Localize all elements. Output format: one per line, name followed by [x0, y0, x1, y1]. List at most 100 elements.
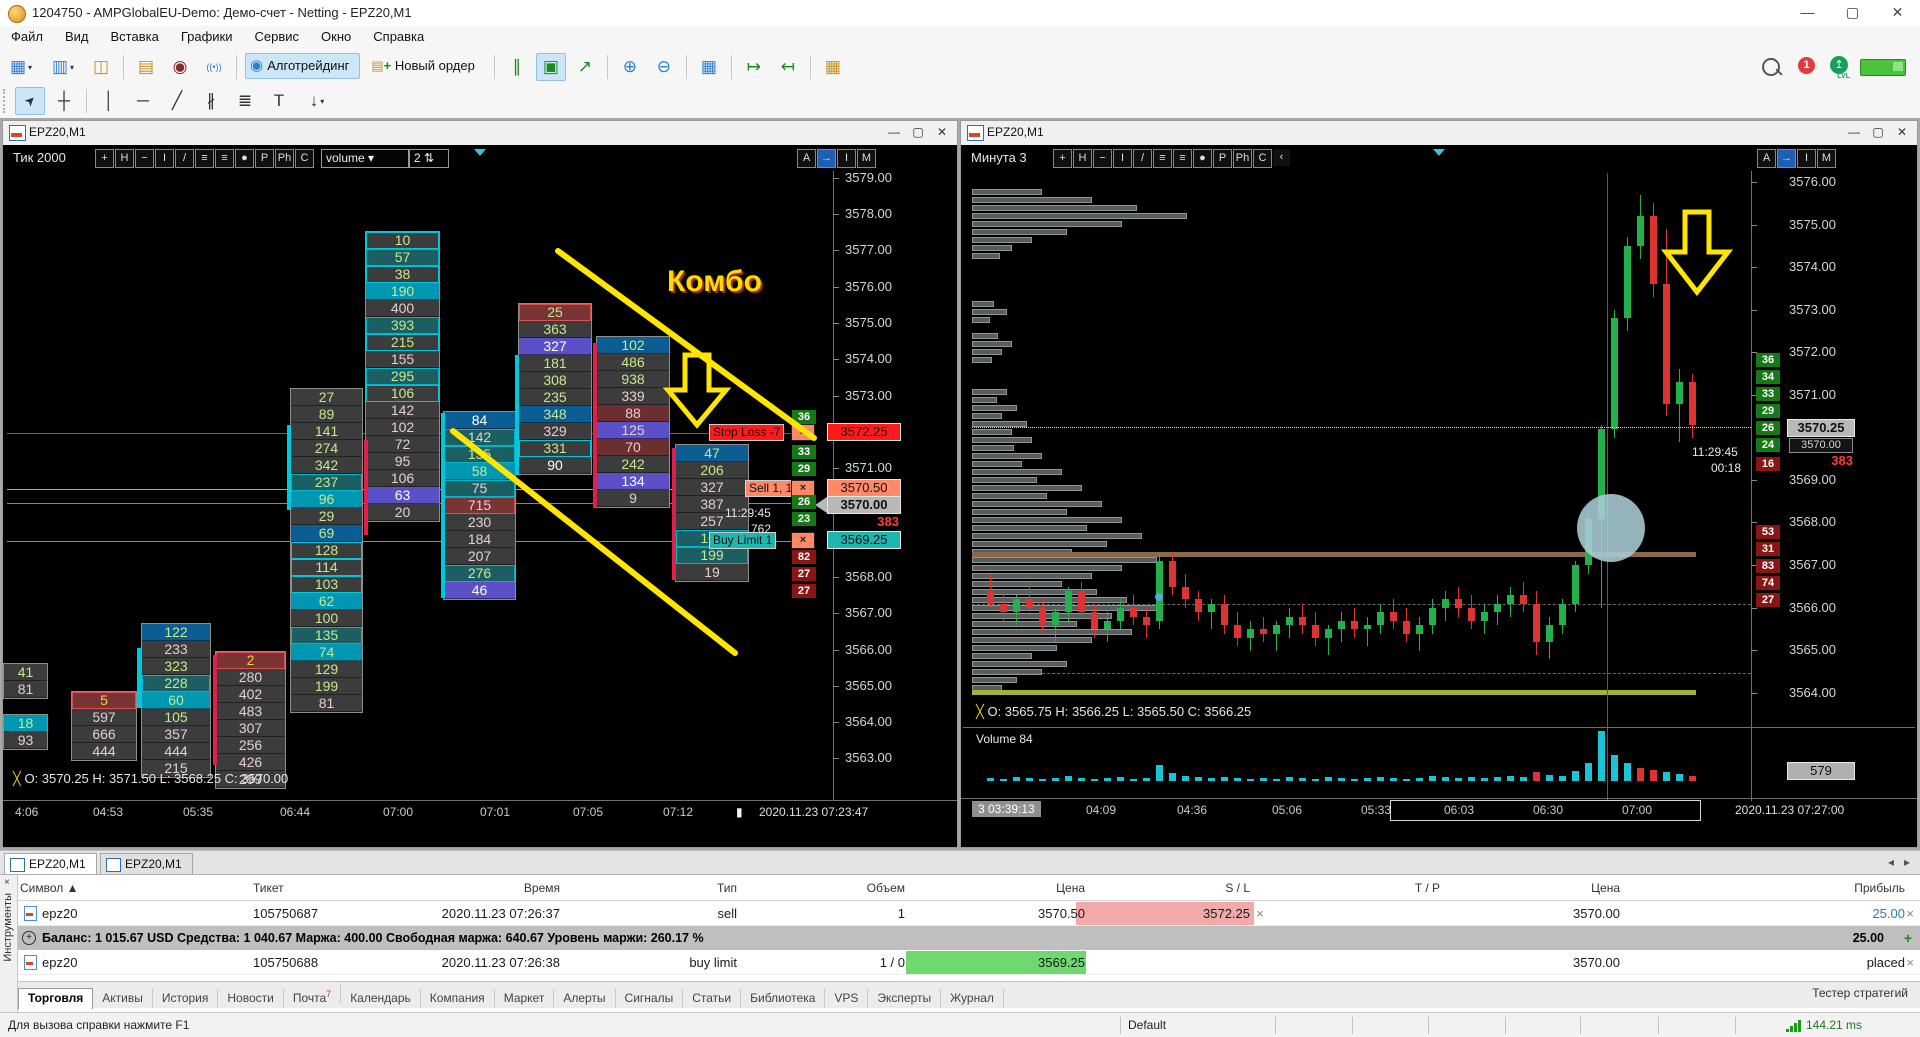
chart-tool-1[interactable]: H	[1073, 149, 1092, 168]
candle[interactable]	[1442, 599, 1449, 608]
row-close-icon[interactable]: ×	[1906, 955, 1914, 970]
candle-chart-icon[interactable]: ▣	[535, 53, 566, 81]
chart-tool-3[interactable]: I	[1113, 149, 1132, 168]
candle[interactable]	[1507, 595, 1514, 604]
corner-button-Ι[interactable]: Ι	[1797, 149, 1816, 168]
strategy-tester-link[interactable]: Тестер стратегий	[1812, 986, 1908, 1000]
profiles-icon[interactable]: ▥ ▾	[51, 57, 75, 76]
candle[interactable]	[1234, 625, 1241, 638]
candle[interactable]	[1182, 586, 1189, 600]
chart-window-right[interactable]: EPZ20,M1— ▢ ✕ Минута 3 + H − I / ≡ ≡ ● P Ph C ‹ A → Ι M 3576…	[960, 120, 1918, 848]
chart-tool-0[interactable]: +	[1053, 149, 1072, 168]
zoom-in-icon[interactable]: ⊕	[622, 57, 637, 76]
shift-end-icon[interactable]: ↦	[746, 57, 761, 76]
toolbox-tab-Активы[interactable]: Активы	[93, 989, 153, 1007]
menu-item-3[interactable]: Графики	[180, 29, 233, 44]
maximize-button[interactable]: ▢	[1845, 4, 1860, 20]
chart-tool-9[interactable]: Ph	[275, 149, 294, 168]
bar-chart-icon[interactable]: ∥	[512, 57, 522, 76]
chart-tool-3[interactable]: I	[155, 149, 174, 168]
candle[interactable]	[1546, 625, 1553, 643]
tab-scroll-left[interactable]: ◂	[1887, 855, 1894, 869]
candle[interactable]	[1286, 616, 1293, 626]
sl-close-icon[interactable]: ×	[1256, 906, 1264, 921]
candle[interactable]	[1559, 603, 1566, 626]
candle[interactable]	[1689, 382, 1696, 425]
candle[interactable]	[1104, 620, 1111, 630]
candle[interactable]	[1052, 612, 1059, 626]
candle[interactable]	[1676, 382, 1683, 404]
toolbox-close-icon[interactable]: ×	[4, 877, 10, 888]
chart-minimize-button[interactable]: —	[1848, 125, 1860, 139]
minimize-button[interactable]: —	[1800, 4, 1815, 20]
chart-tool-9[interactable]: Ph	[1233, 149, 1252, 168]
fibonacci-icon[interactable]: ≣	[237, 91, 253, 110]
candle[interactable]	[1273, 625, 1280, 634]
candle[interactable]	[1364, 625, 1371, 630]
candle[interactable]	[1429, 608, 1436, 626]
candle[interactable]	[1156, 561, 1163, 621]
chart-tool-8[interactable]: P	[255, 149, 274, 168]
corner-button-M[interactable]: M	[857, 149, 876, 168]
chart-tool-7[interactable]: ●	[235, 149, 254, 168]
line-chart-icon[interactable]: ↗	[577, 57, 592, 76]
chart-tool-1[interactable]: H	[115, 149, 134, 168]
chart-minimize-button[interactable]: —	[888, 125, 900, 139]
column-header-0[interactable]: Символ ▲	[20, 881, 79, 895]
candle[interactable]	[1650, 216, 1657, 285]
chart-tool-4[interactable]: /	[175, 149, 194, 168]
column-header-7[interactable]: T / P	[1414, 881, 1440, 895]
profile-name[interactable]: Default	[1128, 1018, 1167, 1032]
candle[interactable]	[1637, 216, 1644, 246]
toolbox-tab-Журнал[interactable]: Журнал	[941, 989, 1004, 1007]
new-order-button[interactable]: ▤+ Новый ордер	[371, 58, 475, 73]
tile-windows-icon[interactable]: ▦	[700, 57, 717, 76]
chart-tool-10[interactable]: C	[295, 149, 314, 168]
candle[interactable]	[1260, 629, 1267, 634]
candle[interactable]	[1000, 603, 1007, 613]
order-label[interactable]: Stop Loss -7	[709, 424, 785, 441]
chart-tool-5[interactable]: ≡	[195, 149, 214, 168]
close-button[interactable]: ✕	[1891, 4, 1904, 20]
chart-tool-2[interactable]: −	[1093, 149, 1112, 168]
chart-maximize-button[interactable]: ▢	[1872, 125, 1884, 139]
column-header-8[interactable]: Цена	[1591, 881, 1620, 895]
auto-scroll-icon[interactable]: ↤	[780, 57, 795, 76]
chart-tool-5[interactable]: ≡	[1153, 149, 1172, 168]
trendline-icon[interactable]: ╱	[171, 91, 183, 110]
toolbox-tab-Новости[interactable]: Новости	[218, 989, 284, 1007]
column-header-6[interactable]: S / L	[1225, 881, 1250, 895]
chart-tool-8[interactable]: P	[1213, 149, 1232, 168]
menu-item-1[interactable]: Вид	[64, 29, 89, 44]
column-header-4[interactable]: Объем	[866, 881, 905, 895]
data-window-icon[interactable]: ▦	[824, 57, 841, 76]
candle[interactable]	[1390, 612, 1397, 621]
toolbox-tab-Эксперты[interactable]: Эксперты	[868, 989, 942, 1007]
candle[interactable]	[1416, 625, 1423, 634]
candle[interactable]	[1351, 620, 1358, 630]
toolbox-tab-Алерты[interactable]: Алерты	[554, 989, 616, 1007]
order-label[interactable]: Sell 1, 1	[745, 480, 797, 497]
candle[interactable]	[1221, 603, 1228, 626]
candle[interactable]	[1091, 612, 1098, 630]
chart-tab-1[interactable]: EPZ20,M1	[100, 853, 193, 875]
candle[interactable]	[1533, 603, 1540, 643]
toolbox-tab-Календарь[interactable]: Календарь	[341, 989, 421, 1007]
chart-tool-2[interactable]: −	[135, 149, 154, 168]
menu-item-4[interactable]: Сервис	[254, 29, 300, 44]
candle[interactable]	[1468, 608, 1475, 621]
zoom-out-icon[interactable]: ⊖	[656, 57, 671, 76]
candle[interactable]	[1663, 284, 1670, 404]
chart-maximize-button[interactable]: ▢	[912, 125, 924, 139]
candle[interactable]	[1247, 629, 1254, 638]
candle[interactable]	[1312, 625, 1319, 638]
candle[interactable]	[987, 590, 994, 604]
horizontal-line-icon[interactable]: ─	[136, 91, 150, 110]
column-header-5[interactable]: Цена	[1056, 881, 1085, 895]
column-header-2[interactable]: Время	[523, 881, 560, 895]
candle[interactable]	[1520, 595, 1527, 604]
deposit-icon[interactable]: ▤	[137, 57, 155, 76]
chart-tool-6[interactable]: ≡	[215, 149, 234, 168]
new-chart-icon[interactable]: ▦ ▾	[9, 57, 33, 76]
candle[interactable]	[1065, 590, 1072, 613]
